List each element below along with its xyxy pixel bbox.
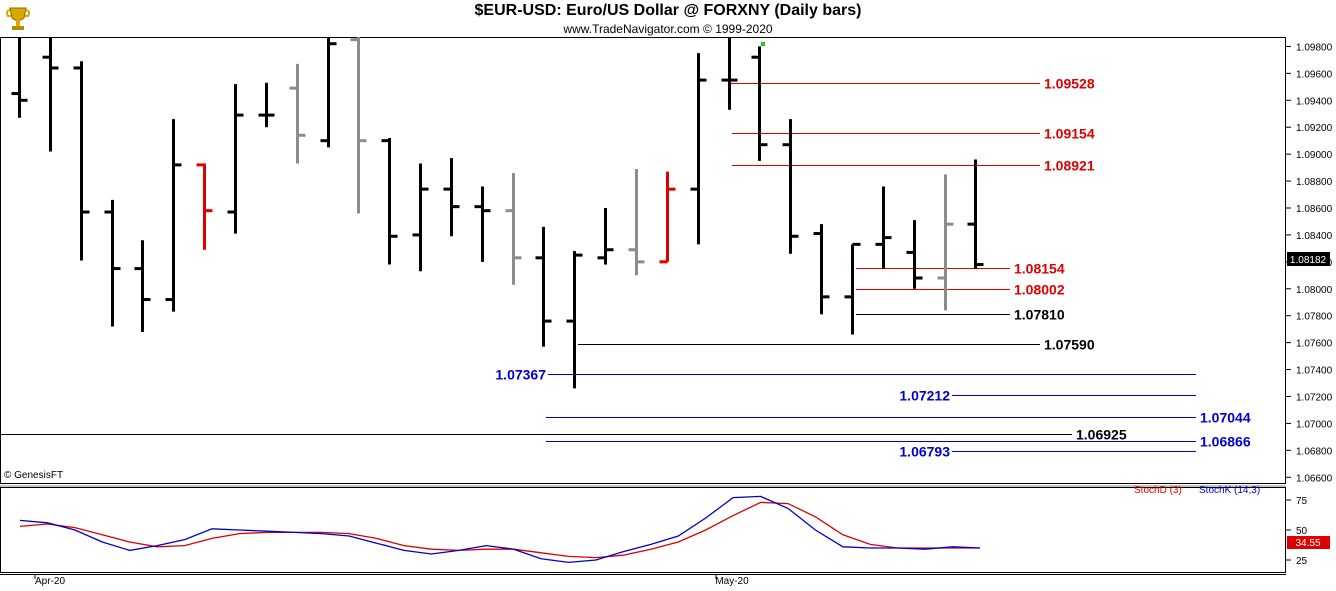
price-y-axis: 1.06600 1.06800 1.07000 1.07200 1.07400 1.076… bbox=[1286, 42, 1333, 484]
copyright-label: © GenesisFT bbox=[4, 470, 63, 481]
trophy-logo-icon bbox=[2, 2, 34, 34]
stochastic-lines bbox=[19, 495, 981, 564]
chart-title: $EUR-USD: Euro/US Dollar @ FORXNY (Daily… bbox=[474, 2, 862, 19]
ohlc-bar bbox=[751, 46, 768, 161]
y-tick-label: 1.09200 bbox=[1296, 123, 1333, 134]
last-price-label: 1.08182 bbox=[1290, 255, 1327, 266]
price-levels: 1.09528 1.09154 1.08921 1.08154 1.08002 1.078… bbox=[0, 76, 1251, 460]
ohlc-bar bbox=[289, 63, 306, 164]
level-label: 1.07590 bbox=[1044, 337, 1095, 353]
ohlc-bar bbox=[782, 119, 799, 254]
stoch-tick-label: 75 bbox=[1296, 496, 1308, 507]
stoch-tick-label: 25 bbox=[1296, 556, 1308, 567]
ohlc-bar bbox=[11, 37, 28, 118]
chart-subtitle: www.TradeNavigator.com © 1999-2020 bbox=[563, 22, 773, 36]
ohlc-bar bbox=[875, 186, 892, 269]
y-tick-label: 1.07200 bbox=[1296, 392, 1333, 403]
stoch-last-box bbox=[1287, 536, 1330, 549]
ohlc-bar bbox=[165, 119, 182, 312]
ohlc-bar bbox=[906, 220, 923, 289]
chart-header: $EUR-USD: Euro/US Dollar @ FORXNY (Daily… bbox=[0, 0, 1336, 37]
x-label-apr: Apr-20 bbox=[35, 576, 65, 587]
level-label: 1.07044 bbox=[1200, 410, 1251, 426]
ohlc-bar bbox=[196, 163, 213, 250]
ohlc-bar bbox=[937, 174, 954, 311]
y-tick-label: 1.06800 bbox=[1296, 446, 1333, 457]
ohlc-bar bbox=[73, 61, 90, 261]
y-tick-label: 1.07800 bbox=[1296, 312, 1333, 323]
y-tick-label: 1.09400 bbox=[1296, 96, 1333, 107]
ohlc-bar bbox=[690, 53, 707, 245]
level-label: 1.06793 bbox=[899, 444, 950, 460]
y-tick-label: 1.09000 bbox=[1296, 150, 1333, 161]
y-tick-label: 1.08800 bbox=[1296, 177, 1333, 188]
level-label: 1.08921 bbox=[1044, 158, 1095, 174]
ohlc-bar bbox=[813, 224, 830, 315]
level-label: 1.07810 bbox=[1014, 307, 1065, 323]
y-tick-label: 1.07400 bbox=[1296, 366, 1333, 377]
stoch-panel-frame bbox=[0, 487, 1286, 573]
y-tick-label: 1.08400 bbox=[1296, 231, 1333, 242]
price-panel-frame bbox=[0, 37, 1286, 484]
level-label: 1.06925 bbox=[1076, 427, 1127, 443]
x-label-may: May-20 bbox=[715, 576, 749, 587]
level-label: 1.09528 bbox=[1044, 76, 1095, 92]
ohlc-bar bbox=[381, 137, 398, 265]
stochd-legend: StochD (3) bbox=[1134, 485, 1182, 496]
ohlc-bar bbox=[566, 251, 583, 389]
ohlc-bar bbox=[505, 172, 522, 285]
level-label: 1.09154 bbox=[1044, 126, 1095, 142]
ohlc-bar bbox=[474, 186, 491, 262]
ohlc-bar bbox=[320, 37, 337, 148]
level-label: 1.08154 bbox=[1014, 261, 1065, 277]
last-price-box bbox=[1287, 252, 1330, 266]
y-tick-label: 1.08600 bbox=[1296, 204, 1333, 215]
ohlc-bar bbox=[134, 240, 151, 332]
ohlc-bar bbox=[535, 226, 552, 347]
ohlc-bar bbox=[628, 168, 645, 276]
level-label: 1.07367 bbox=[495, 367, 546, 383]
ohlc-bars bbox=[11, 37, 984, 389]
y-tick-label: 1.08000 bbox=[1296, 285, 1333, 296]
ohlc-bar bbox=[844, 242, 861, 335]
level-label: 1.06866 bbox=[1200, 434, 1251, 450]
stochd-line bbox=[19, 501, 980, 559]
ohlc-bar bbox=[721, 37, 738, 110]
stoch-y-axis: 25 50 75 bbox=[1286, 496, 1308, 567]
y-tick-label: 1.07600 bbox=[1296, 339, 1333, 350]
level-label: 1.08002 bbox=[1014, 282, 1065, 298]
ohlc-bar bbox=[258, 82, 275, 128]
ohlc-bar bbox=[104, 199, 121, 327]
stochk-legend: StochK (14,3) bbox=[1199, 485, 1260, 496]
stochk-line bbox=[19, 495, 981, 564]
ohlc-bar bbox=[659, 171, 676, 264]
ohlc-bar bbox=[967, 159, 984, 269]
stoch-last-label: 34.55 bbox=[1295, 538, 1320, 549]
signal-dot bbox=[761, 42, 765, 46]
stoch-tick-label: 50 bbox=[1296, 526, 1308, 537]
ohlc-bar bbox=[350, 37, 367, 214]
y-tick-label: 1.09800 bbox=[1296, 42, 1333, 53]
ohlc-bar bbox=[597, 207, 614, 265]
ohlc-bar bbox=[412, 163, 429, 272]
level-label: 1.07212 bbox=[899, 388, 950, 404]
ohlc-bar bbox=[443, 158, 460, 237]
y-tick-label: 1.09600 bbox=[1296, 69, 1333, 80]
ohlc-bar bbox=[42, 37, 59, 152]
ohlc-bar bbox=[227, 84, 244, 234]
y-tick-label: 1.07000 bbox=[1296, 419, 1333, 430]
y-tick-label: 1.06600 bbox=[1296, 473, 1333, 484]
